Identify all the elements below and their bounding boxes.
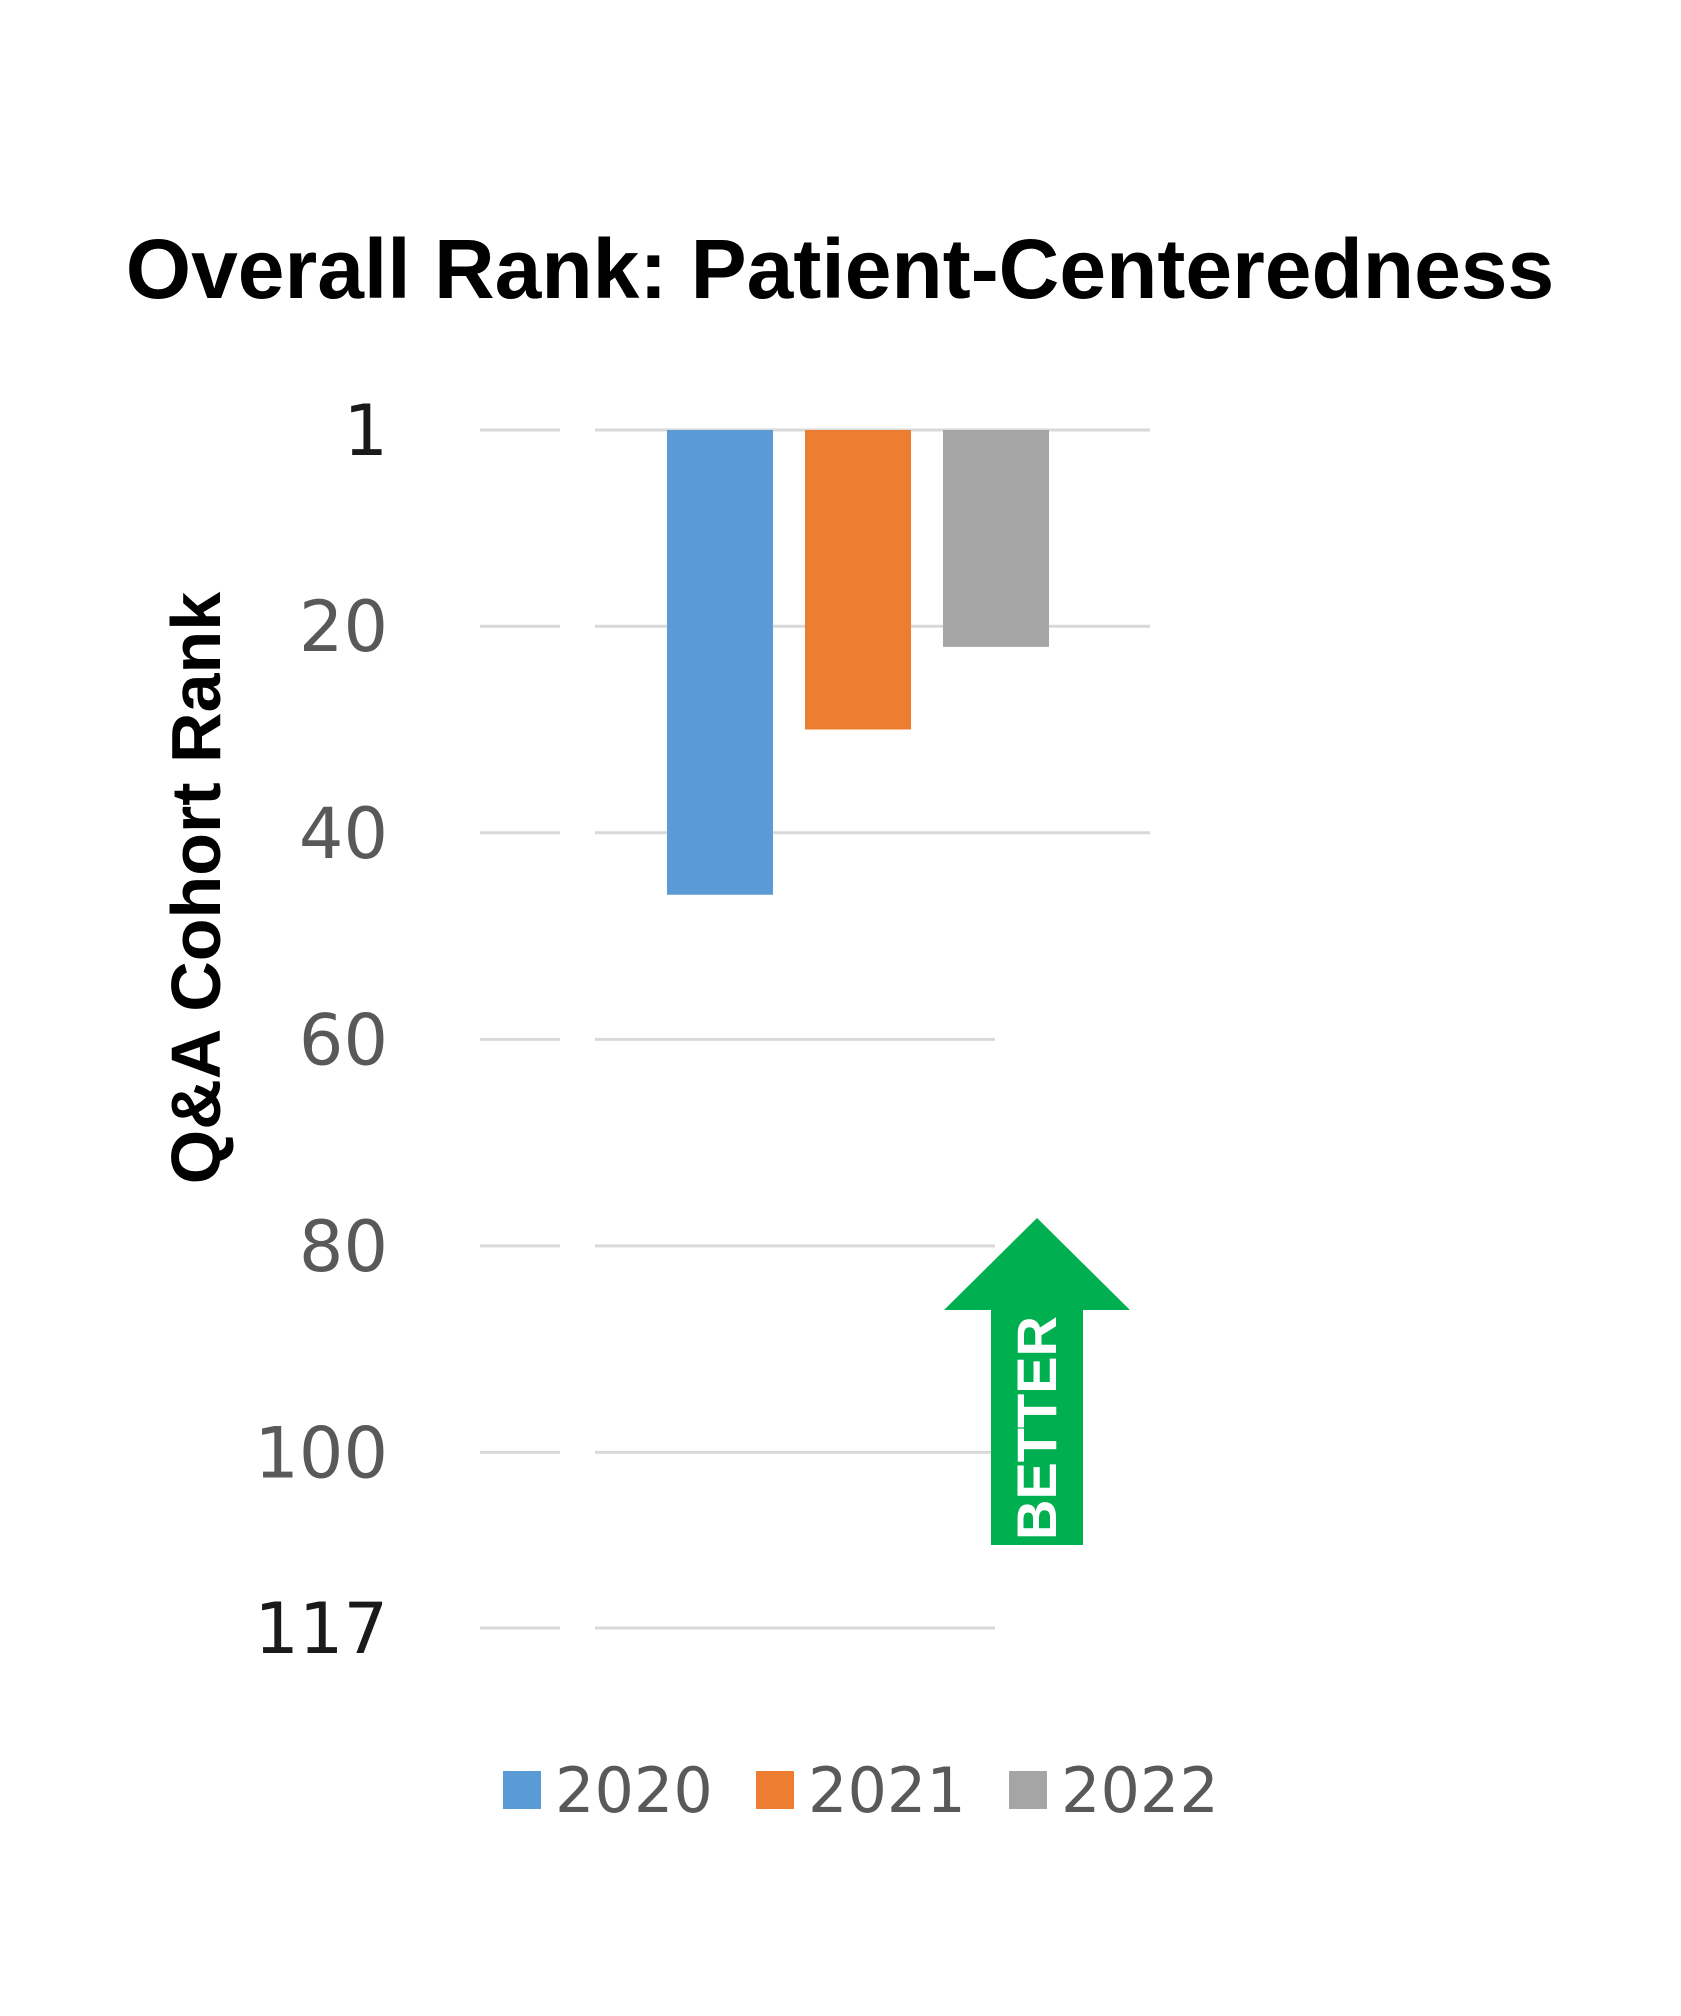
bar-2020 [667, 430, 773, 895]
y-axis-ticks: 1 20 40 60 80 100 117 [254, 390, 388, 1670]
y-tick-label: 20 [299, 586, 388, 668]
legend-label-2022: 2022 [1061, 1754, 1219, 1827]
y-tick-label: 1 [343, 390, 388, 472]
bars [667, 430, 1049, 895]
better-annotation: BETTER [944, 1218, 1130, 1545]
y-tick-label: 40 [299, 793, 388, 875]
y-tick-label: 100 [254, 1412, 388, 1494]
legend-label-2020: 2020 [555, 1754, 713, 1827]
legend-label-2021: 2021 [808, 1754, 966, 1827]
y-tick-label: 117 [254, 1588, 388, 1670]
legend-swatch-2022 [1009, 1771, 1047, 1809]
legend: 2020 2021 2022 [503, 1754, 1219, 1827]
up-arrow-icon [944, 1218, 1130, 1545]
y-axis-label: Q&A Cohort Rank [157, 592, 235, 1184]
y-tick-label: 60 [299, 999, 388, 1081]
legend-swatch-2020 [503, 1771, 541, 1809]
y-tick-label: 80 [299, 1206, 388, 1288]
bar-2022 [943, 430, 1049, 647]
better-label: BETTER [1005, 1316, 1068, 1540]
chart-title: Overall Rank: Patient-Centeredness [126, 222, 1555, 316]
bar-2021 [805, 430, 911, 730]
legend-swatch-2021 [756, 1771, 794, 1809]
